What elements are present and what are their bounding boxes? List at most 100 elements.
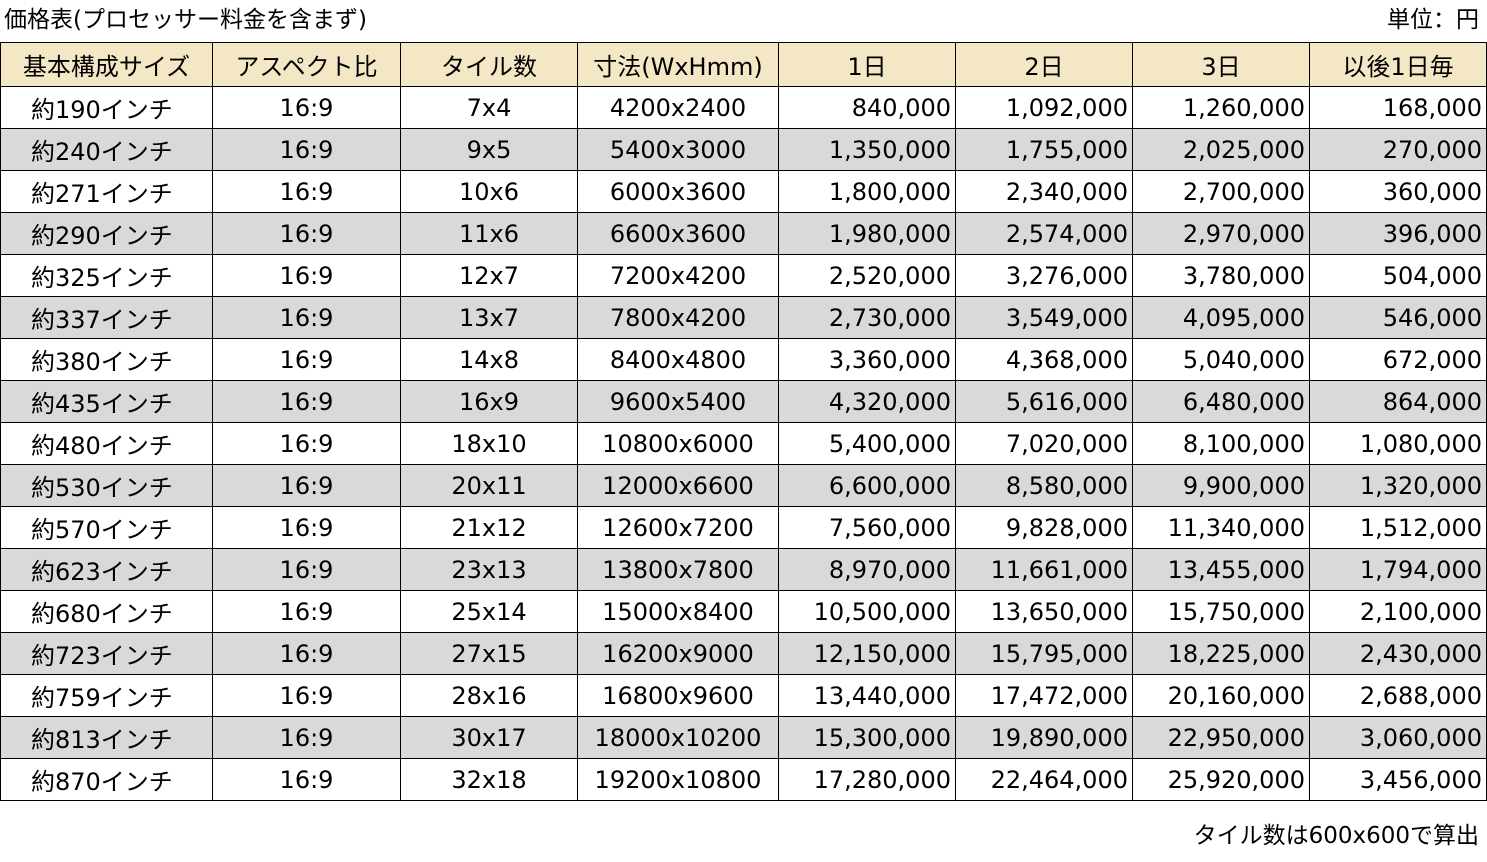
cell-additional-day: 2,688,000 <box>1309 674 1487 717</box>
table-row: 約759インチ 16:9 28x16 16800x9600 13,440,000 17,4… <box>0 674 1487 717</box>
cell-day3: 22,950,000 <box>1132 716 1310 759</box>
cell-day1: 2,520,000 <box>778 254 956 297</box>
cell-aspect: 16:9 <box>212 590 401 633</box>
cell-dimensions: 12000x6600 <box>577 464 779 507</box>
cell-size: 約240インチ <box>0 128 213 171</box>
cell-dimensions: 16800x9600 <box>577 674 779 717</box>
cell-day1: 1,980,000 <box>778 212 956 255</box>
cell-tiles: 20x11 <box>400 464 578 507</box>
cell-additional-day: 396,000 <box>1309 212 1487 255</box>
cell-tiles: 21x12 <box>400 506 578 549</box>
cell-tiles: 9x5 <box>400 128 578 171</box>
cell-aspect: 16:9 <box>212 254 401 297</box>
cell-day1: 840,000 <box>778 86 956 129</box>
cell-aspect: 16:9 <box>212 86 401 129</box>
cell-dimensions: 18000x10200 <box>577 716 779 759</box>
cell-size: 約435インチ <box>0 380 213 423</box>
cell-dimensions: 7200x4200 <box>577 254 779 297</box>
cell-day3: 4,095,000 <box>1132 296 1310 339</box>
unit-label: 単位：円 <box>1387 7 1479 33</box>
cell-day2: 8,580,000 <box>955 464 1133 507</box>
cell-additional-day: 2,100,000 <box>1309 590 1487 633</box>
cell-aspect: 16:9 <box>212 296 401 339</box>
table-body: 約190インチ 16:9 7x4 4200x2400 840,000 1,092,000 1… <box>0 86 1487 801</box>
cell-dimensions: 19200x10800 <box>577 758 779 801</box>
cell-aspect: 16:9 <box>212 338 401 381</box>
cell-day3: 11,340,000 <box>1132 506 1310 549</box>
cell-day1: 4,320,000 <box>778 380 956 423</box>
cell-size: 約680インチ <box>0 590 213 633</box>
cell-tiles: 30x17 <box>400 716 578 759</box>
cell-size: 約530インチ <box>0 464 213 507</box>
cell-tiles: 11x6 <box>400 212 578 255</box>
table-row: 約290インチ 16:9 11x6 6600x3600 1,980,000 2,574,0… <box>0 212 1487 255</box>
cell-aspect: 16:9 <box>212 380 401 423</box>
table-row: 約530インチ 16:9 20x11 12000x6600 6,600,000 8,580… <box>0 464 1487 507</box>
cell-dimensions: 10800x6000 <box>577 422 779 465</box>
cell-dimensions: 12600x7200 <box>577 506 779 549</box>
column-header-aspect: アスペクト比 <box>212 42 401 87</box>
cell-day2: 4,368,000 <box>955 338 1133 381</box>
cell-day1: 1,350,000 <box>778 128 956 171</box>
cell-size: 約623インチ <box>0 548 213 591</box>
table-row: 約380インチ 16:9 14x8 8400x4800 3,360,000 4,368,0… <box>0 338 1487 381</box>
cell-day3: 5,040,000 <box>1132 338 1310 381</box>
cell-size: 約480インチ <box>0 422 213 465</box>
cell-additional-day: 864,000 <box>1309 380 1487 423</box>
cell-day2: 5,616,000 <box>955 380 1133 423</box>
cell-day2: 17,472,000 <box>955 674 1133 717</box>
cell-additional-day: 2,430,000 <box>1309 632 1487 675</box>
cell-dimensions: 6000x3600 <box>577 170 779 213</box>
cell-aspect: 16:9 <box>212 548 401 591</box>
cell-day3: 8,100,000 <box>1132 422 1310 465</box>
cell-additional-day: 168,000 <box>1309 86 1487 129</box>
cell-tiles: 12x7 <box>400 254 578 297</box>
cell-additional-day: 546,000 <box>1309 296 1487 339</box>
cell-tiles: 13x7 <box>400 296 578 339</box>
cell-day3: 2,970,000 <box>1132 212 1310 255</box>
table-row: 約813インチ 16:9 30x17 18000x10200 15,300,000 19,… <box>0 716 1487 759</box>
cell-aspect: 16:9 <box>212 464 401 507</box>
cell-size: 約271インチ <box>0 170 213 213</box>
cell-day1: 13,440,000 <box>778 674 956 717</box>
title-bar: 価格表(プロセッサー料金を含まず) 単位：円 <box>0 0 1487 42</box>
cell-day2: 9,828,000 <box>955 506 1133 549</box>
cell-day3: 9,900,000 <box>1132 464 1310 507</box>
cell-dimensions: 15000x8400 <box>577 590 779 633</box>
cell-tiles: 28x16 <box>400 674 578 717</box>
cell-tiles: 14x8 <box>400 338 578 381</box>
cell-additional-day: 3,060,000 <box>1309 716 1487 759</box>
cell-day1: 6,600,000 <box>778 464 956 507</box>
cell-day1: 10,500,000 <box>778 590 956 633</box>
cell-size: 約570インチ <box>0 506 213 549</box>
column-header-day1: 1日 <box>778 42 956 87</box>
cell-tiles: 23x13 <box>400 548 578 591</box>
cell-day3: 18,225,000 <box>1132 632 1310 675</box>
cell-additional-day: 504,000 <box>1309 254 1487 297</box>
table-row: 約435インチ 16:9 16x9 9600x5400 4,320,000 5,616,0… <box>0 380 1487 423</box>
cell-aspect: 16:9 <box>212 212 401 255</box>
cell-day2: 1,755,000 <box>955 128 1133 171</box>
cell-aspect: 16:9 <box>212 674 401 717</box>
cell-aspect: 16:9 <box>212 422 401 465</box>
table-row: 約271インチ 16:9 10x6 6000x3600 1,800,000 2,340,0… <box>0 170 1487 213</box>
column-header-size: 基本構成サイズ <box>0 42 213 87</box>
table-row: 約337インチ 16:9 13x7 7800x4200 2,730,000 3,549,0… <box>0 296 1487 339</box>
cell-tiles: 16x9 <box>400 380 578 423</box>
footnote: タイル数は600x600で算出 <box>1193 823 1479 849</box>
cell-day1: 12,150,000 <box>778 632 956 675</box>
cell-tiles: 25x14 <box>400 590 578 633</box>
table-row: 約723インチ 16:9 27x15 16200x9000 12,150,000 15,7… <box>0 632 1487 675</box>
cell-day2: 2,340,000 <box>955 170 1133 213</box>
cell-day3: 20,160,000 <box>1132 674 1310 717</box>
column-header-day2: 2日 <box>955 42 1133 87</box>
cell-dimensions: 9600x5400 <box>577 380 779 423</box>
cell-day3: 2,025,000 <box>1132 128 1310 171</box>
cell-day2: 2,574,000 <box>955 212 1133 255</box>
column-header-dimensions: 寸法(WxHmm) <box>577 42 779 87</box>
page-title: 価格表(プロセッサー料金を含まず) <box>4 7 367 33</box>
cell-day2: 3,276,000 <box>955 254 1133 297</box>
cell-aspect: 16:9 <box>212 716 401 759</box>
table-row: 約570インチ 16:9 21x12 12600x7200 7,560,000 9,828… <box>0 506 1487 549</box>
cell-aspect: 16:9 <box>212 632 401 675</box>
